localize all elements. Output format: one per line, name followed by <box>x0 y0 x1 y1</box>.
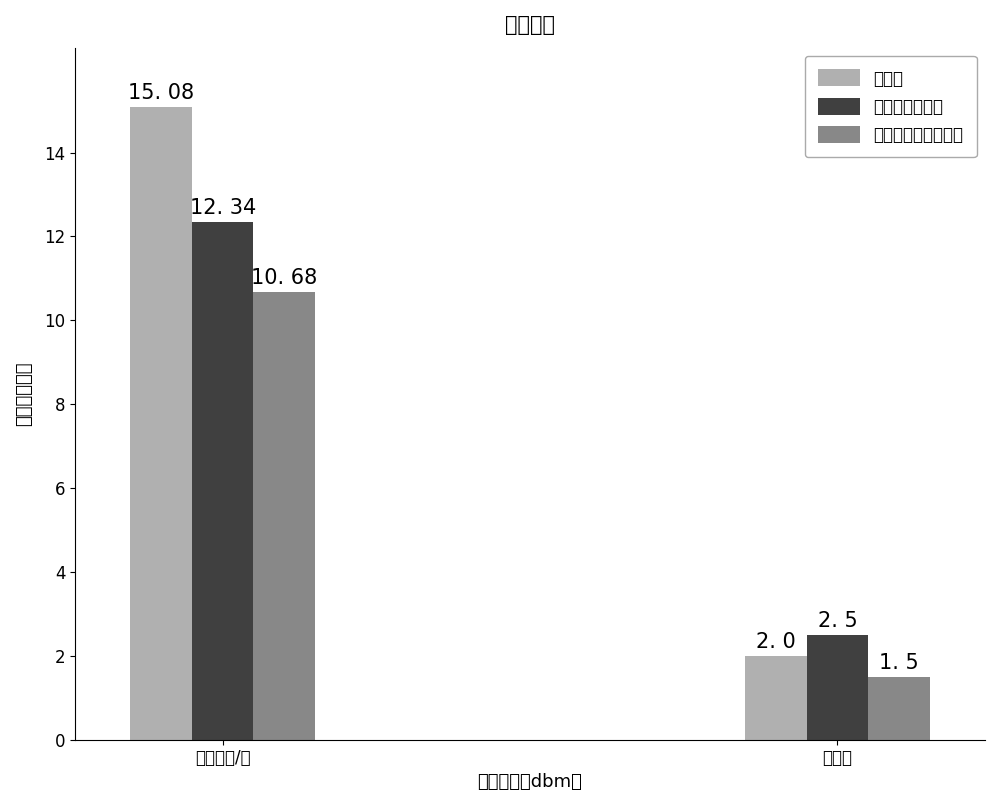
Y-axis label: 平均用户效值: 平均用户效值 <box>15 361 33 426</box>
Legend: 原电量, 粒子群优化算法, 改进粒子群优化算法: 原电量, 粒子群优化算法, 改进粒子群优化算法 <box>805 56 977 157</box>
Text: 10. 68: 10. 68 <box>251 268 317 288</box>
Bar <box>192 222 253 740</box>
Text: 2. 5: 2. 5 <box>818 611 857 630</box>
Bar <box>745 656 807 740</box>
Bar <box>807 635 868 740</box>
Text: 1. 5: 1. 5 <box>879 653 919 673</box>
Text: 12. 34: 12. 34 <box>190 198 256 218</box>
Bar <box>868 677 930 740</box>
Bar <box>253 292 315 740</box>
Text: 15. 08: 15. 08 <box>128 83 194 103</box>
X-axis label: 传输功率（dbm）: 传输功率（dbm） <box>478 773 582 791</box>
Title: 用电调度: 用电调度 <box>505 15 555 35</box>
Text: 2. 0: 2. 0 <box>756 632 796 651</box>
Bar <box>130 107 192 740</box>
